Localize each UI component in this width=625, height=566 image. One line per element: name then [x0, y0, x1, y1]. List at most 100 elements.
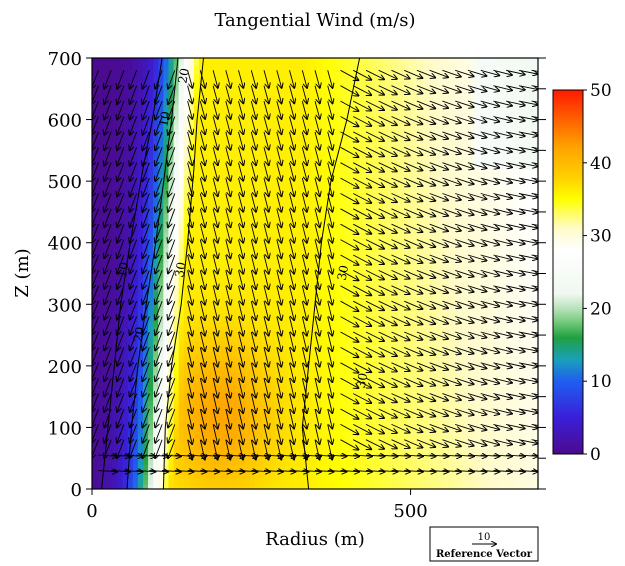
- field-cell: [219, 60, 226, 66]
- field-cell: [331, 321, 338, 328]
- field-cell: [295, 380, 302, 387]
- field-cell: [311, 109, 317, 116]
- field-cell: [357, 60, 363, 66]
- field-cell: [306, 464, 312, 470]
- field-cell: [183, 198, 190, 204]
- field-cell: [188, 139, 195, 145]
- field-cell: [341, 80, 348, 86]
- field-cell: [178, 331, 185, 337]
- field-cell: [377, 158, 384, 165]
- field-cell: [280, 459, 287, 465]
- field-cell: [346, 296, 353, 303]
- field-cell: [193, 479, 200, 485]
- field-cell: [362, 213, 368, 219]
- field-cell: [102, 356, 108, 362]
- field-cell: [244, 459, 251, 465]
- field-cell: [193, 469, 200, 475]
- field-cell: [321, 331, 328, 337]
- field-cell: [244, 454, 251, 461]
- field-cell: [209, 223, 215, 229]
- field-cell: [163, 341, 170, 347]
- field-cell: [311, 213, 317, 219]
- field-cell: [244, 70, 251, 76]
- field-cell: [377, 474, 384, 480]
- field-cell: [137, 395, 144, 401]
- field-cell: [188, 168, 195, 175]
- field-cell: [132, 242, 139, 249]
- field-cell: [260, 405, 266, 411]
- field-cell: [158, 232, 164, 239]
- field-cell: [193, 331, 200, 337]
- field-cell: [255, 218, 261, 224]
- field-cell: [193, 70, 200, 76]
- field-cell: [132, 410, 139, 416]
- field-cell: [224, 356, 231, 362]
- field-cell: [285, 424, 292, 431]
- field-cell: [122, 90, 129, 96]
- field-cell: [234, 287, 241, 293]
- field-cell: [372, 346, 379, 352]
- field-cell: [260, 267, 266, 273]
- field-cell: [142, 370, 149, 377]
- field-cell: [204, 183, 210, 190]
- field-cell: [250, 262, 256, 268]
- field-cell: [173, 198, 180, 204]
- field-cell: [209, 282, 215, 288]
- field-cell: [127, 291, 134, 298]
- field-cell: [132, 479, 139, 485]
- field-cell: [290, 149, 297, 155]
- field-cell: [173, 405, 180, 411]
- field-cell: [377, 424, 384, 431]
- field-cell: [275, 232, 282, 239]
- field-cell: [137, 267, 144, 273]
- field-cell: [163, 429, 170, 436]
- field-cell: [234, 316, 241, 323]
- field-cell: [285, 109, 292, 116]
- field-cell: [117, 65, 124, 71]
- field-cell: [346, 60, 353, 66]
- field-cell: [178, 58, 185, 62]
- field-cell: [260, 311, 266, 318]
- field-cell: [178, 405, 185, 411]
- field-cell: [122, 306, 129, 313]
- field-cell: [270, 129, 277, 135]
- field-cell: [234, 139, 241, 145]
- field-cell: [168, 75, 175, 81]
- field-cell: [280, 420, 287, 426]
- field-cell: [321, 183, 328, 190]
- field-cell: [173, 262, 180, 268]
- field-cell: [326, 65, 333, 71]
- field-cell: [255, 149, 261, 155]
- field-cell: [112, 227, 119, 234]
- field-cell: [295, 469, 302, 475]
- field-cell: [102, 272, 108, 278]
- field-cell: [229, 257, 236, 264]
- field-cell: [351, 331, 358, 337]
- field-cell: [214, 449, 221, 456]
- field-cell: [285, 183, 292, 190]
- field-cell: [260, 479, 266, 485]
- field-cell: [321, 336, 328, 342]
- field-cell: [102, 149, 108, 155]
- field-cell: [178, 321, 185, 328]
- field-cell: [336, 434, 343, 441]
- field-cell: [112, 287, 119, 293]
- field-cell: [229, 154, 236, 160]
- field-cell: [275, 65, 282, 71]
- field-cell: [367, 287, 373, 293]
- field-cell: [331, 434, 338, 441]
- field-cell: [372, 464, 379, 470]
- field-cell: [229, 415, 236, 421]
- field-cell: [137, 474, 144, 480]
- field-cell: [250, 326, 256, 332]
- field-cell: [117, 365, 124, 372]
- field-cell: [188, 262, 195, 268]
- field-cell: [107, 198, 113, 204]
- field-cell: [122, 58, 129, 62]
- field-cell: [255, 247, 261, 254]
- field-cell: [122, 139, 129, 145]
- field-cell: [148, 469, 154, 475]
- field-cell: [336, 277, 343, 283]
- field-cell: [316, 277, 322, 283]
- field-cell: [367, 109, 373, 116]
